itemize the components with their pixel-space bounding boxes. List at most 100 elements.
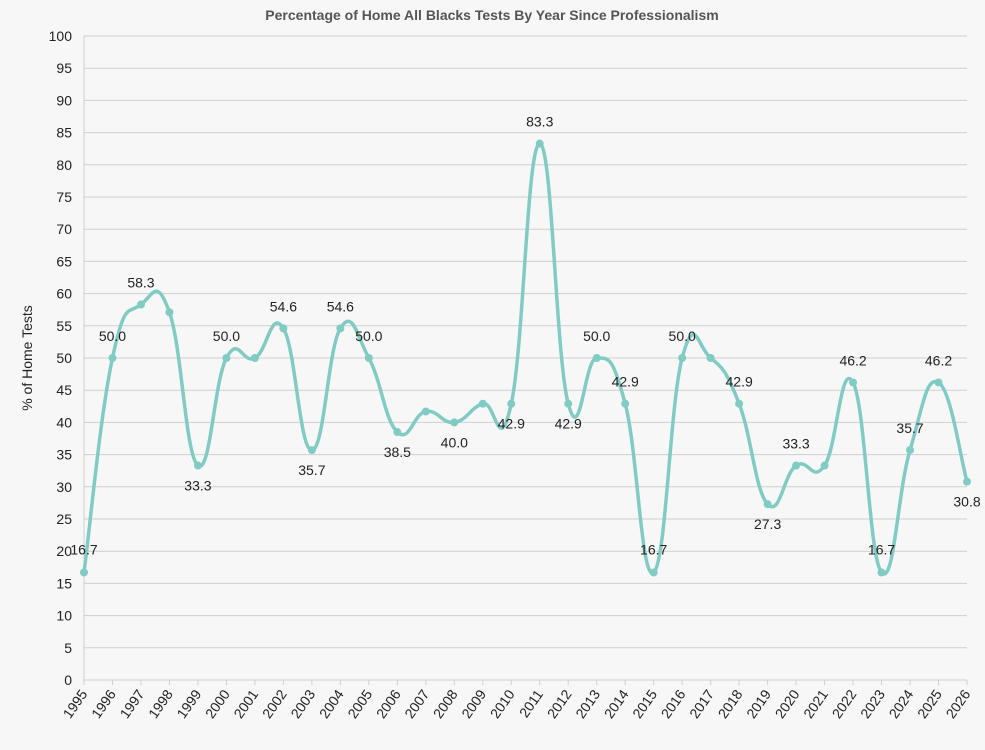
y-tick-label: 90 (56, 92, 72, 108)
data-label-2022: 46.2 (839, 352, 866, 368)
y-tick-label: 45 (56, 382, 72, 398)
data-label-2020: 33.3 (782, 436, 809, 452)
x-tick-label: 2015 (629, 686, 660, 721)
data-label-2012: 42.9 (555, 416, 582, 432)
data-point-2014 (621, 399, 630, 408)
data-label-2004: 54.6 (327, 298, 354, 314)
data-point-2024 (906, 446, 915, 455)
y-tick-label: 60 (56, 286, 72, 302)
data-point-2023 (877, 568, 886, 577)
data-point-2016 (678, 354, 687, 362)
data-point-2004 (336, 324, 345, 333)
x-tick-label: 1999 (173, 686, 204, 721)
y-tick-label: 35 (56, 447, 72, 463)
data-label-1995: 16.7 (70, 541, 97, 557)
data-label-2010: 42.9 (498, 416, 525, 432)
data-point-2018 (735, 399, 744, 408)
y-tick-label: 20 (56, 543, 72, 559)
data-label-2023: 16.7 (868, 541, 895, 557)
data-point-2021 (820, 461, 829, 470)
data-point-2008 (450, 418, 459, 427)
data-point-2022 (849, 378, 858, 387)
data-point-2019 (763, 500, 772, 509)
x-tick-label: 2013 (572, 686, 603, 721)
data-point-2000 (222, 354, 231, 362)
x-tick-label: 2000 (202, 686, 233, 721)
data-label-2024: 35.7 (896, 420, 923, 436)
x-tick-label: 2001 (230, 686, 261, 721)
y-tick-label: 65 (56, 253, 72, 269)
data-point-2006 (393, 428, 402, 437)
x-tick-label: 2023 (857, 686, 888, 721)
y-tick-label: 0 (64, 672, 72, 688)
y-tick-label: 30 (56, 479, 72, 495)
y-tick-label: 40 (56, 414, 72, 430)
series-layer (82, 141, 969, 576)
data-label-2006: 38.5 (384, 444, 411, 460)
x-tick-label: 2005 (344, 686, 375, 721)
y-tick-label: 15 (56, 575, 72, 591)
y-tick-label: 100 (49, 28, 73, 44)
data-point-2012 (564, 399, 573, 408)
data-point-2020 (792, 461, 801, 470)
y-tick-label: 70 (56, 221, 72, 237)
data-label-2013: 50.0 (583, 328, 610, 344)
data-label-2019: 27.3 (754, 516, 781, 532)
data-points (80, 139, 971, 577)
data-label-2026: 30.8 (953, 494, 980, 510)
x-tick-label: 2019 (743, 686, 774, 721)
x-tick-label: 1997 (116, 686, 147, 721)
x-tick-label: 2012 (544, 686, 575, 721)
x-tick-label: 2017 (686, 686, 717, 721)
y-tick-label: 25 (56, 511, 72, 527)
x-tick-label: 2002 (259, 686, 290, 721)
x-tick-label: 2011 (516, 686, 546, 720)
data-label-2014: 42.9 (612, 374, 639, 390)
data-point-2015 (649, 568, 658, 577)
data-point-2013 (592, 354, 601, 362)
data-point-2011 (535, 139, 544, 148)
x-tick-label: 2018 (715, 686, 746, 721)
data-point-2010 (507, 399, 516, 408)
data-label-1999: 33.3 (184, 478, 211, 494)
y-tick-label: 55 (56, 318, 72, 334)
data-point-2026 (963, 477, 971, 486)
series-line (82, 141, 969, 576)
chart-title: Percentage of Home All Blacks Tests By Y… (265, 7, 718, 23)
x-tick-label: 1996 (88, 686, 119, 721)
y-tick-label: 85 (56, 125, 72, 141)
x-tick-label: 2024 (886, 686, 917, 721)
axes: 0510152025303540455055606570758085909510… (49, 28, 974, 721)
data-point-1997 (136, 300, 145, 309)
data-point-1999 (193, 461, 202, 470)
x-tick-label: 2010 (487, 686, 518, 721)
y-tick-label: 10 (56, 608, 72, 624)
x-tick-label: 2009 (458, 686, 489, 721)
data-point-2025 (934, 378, 943, 387)
data-point-2003 (307, 446, 316, 455)
data-label-2005: 50.0 (355, 328, 382, 344)
data-label-2015: 16.7 (640, 541, 667, 557)
y-tick-label: 75 (56, 189, 72, 205)
y-tick-label: 80 (56, 157, 72, 173)
x-tick-label: 2020 (772, 686, 803, 721)
x-tick-label: 2007 (401, 686, 432, 721)
data-point-1996 (108, 354, 117, 362)
data-label-2002: 54.6 (270, 298, 297, 314)
x-tick-label: 2004 (316, 686, 347, 721)
x-tick-label: 1998 (145, 686, 176, 721)
data-labels: 16.750.058.333.350.054.635.754.650.038.5… (70, 114, 980, 558)
data-point-2001 (250, 354, 259, 362)
data-label-1997: 58.3 (127, 275, 154, 291)
x-tick-label: 2014 (601, 686, 632, 721)
data-point-2002 (279, 324, 288, 333)
grid-lines (84, 35, 967, 681)
x-tick-label: 1995 (59, 686, 90, 721)
x-tick-label: 2026 (942, 686, 973, 721)
data-point-2009 (478, 399, 487, 408)
data-label-2000: 50.0 (213, 328, 240, 344)
data-label-2025: 46.2 (925, 352, 952, 368)
x-tick-label: 2016 (658, 686, 689, 721)
x-tick-label: 2022 (829, 686, 860, 721)
